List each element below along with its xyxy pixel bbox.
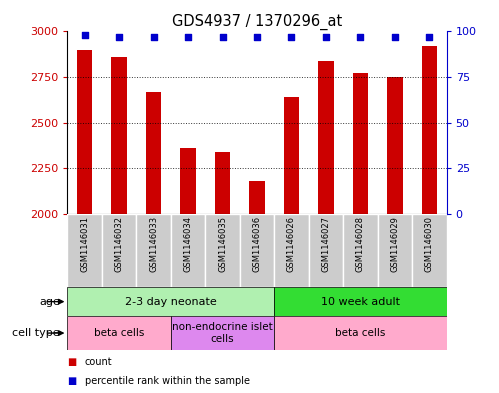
Title: GDS4937 / 1370296_at: GDS4937 / 1370296_at <box>172 14 342 30</box>
Text: GSM1146036: GSM1146036 <box>252 217 261 272</box>
Bar <box>274 214 309 287</box>
Text: GSM1146035: GSM1146035 <box>218 217 227 272</box>
Text: beta cells: beta cells <box>335 328 386 338</box>
Point <box>391 34 399 40</box>
Text: GSM1146028: GSM1146028 <box>356 217 365 272</box>
Bar <box>274 316 447 350</box>
Text: GSM1146032: GSM1146032 <box>115 217 124 272</box>
Text: non-endocrine islet
cells: non-endocrine islet cells <box>172 322 273 344</box>
Point <box>356 34 364 40</box>
Bar <box>274 287 447 316</box>
Point <box>322 34 330 40</box>
Bar <box>205 214 240 287</box>
Bar <box>353 73 368 214</box>
Point <box>150 34 158 40</box>
Bar <box>284 97 299 214</box>
Text: GSM1146029: GSM1146029 <box>390 217 399 272</box>
Bar <box>136 214 171 287</box>
Text: GSM1146026: GSM1146026 <box>287 217 296 272</box>
Text: GSM1146027: GSM1146027 <box>321 217 330 272</box>
Text: GSM1146031: GSM1146031 <box>80 217 89 272</box>
Text: GSM1146034: GSM1146034 <box>184 217 193 272</box>
Bar <box>343 214 378 287</box>
Bar <box>387 77 403 214</box>
Bar <box>146 92 161 214</box>
Text: GSM1146033: GSM1146033 <box>149 217 158 272</box>
Text: ■: ■ <box>67 376 77 386</box>
Bar <box>67 214 102 287</box>
Bar <box>67 316 171 350</box>
Point <box>81 32 89 38</box>
Text: percentile rank within the sample: percentile rank within the sample <box>85 376 250 386</box>
Bar <box>171 316 274 350</box>
Bar <box>111 57 127 214</box>
Bar <box>412 214 447 287</box>
Bar <box>215 152 230 214</box>
Bar <box>318 61 334 214</box>
Bar <box>171 214 205 287</box>
Bar <box>249 181 265 214</box>
Bar <box>309 214 343 287</box>
Point <box>184 34 192 40</box>
Bar <box>77 50 92 214</box>
Text: beta cells: beta cells <box>94 328 144 338</box>
Point <box>115 34 123 40</box>
Point <box>425 34 433 40</box>
Bar <box>67 287 274 316</box>
Text: cell type: cell type <box>12 328 60 338</box>
Bar <box>422 46 437 214</box>
Text: 10 week adult: 10 week adult <box>321 297 400 307</box>
Text: count: count <box>85 356 112 367</box>
Point <box>219 34 227 40</box>
Text: age: age <box>39 297 60 307</box>
Text: GSM1146030: GSM1146030 <box>425 217 434 272</box>
Bar <box>378 214 412 287</box>
Bar <box>240 214 274 287</box>
Point <box>253 34 261 40</box>
Bar <box>102 214 136 287</box>
Point <box>287 34 295 40</box>
Text: ■: ■ <box>67 356 77 367</box>
Bar <box>180 149 196 214</box>
Text: 2-3 day neonate: 2-3 day neonate <box>125 297 217 307</box>
